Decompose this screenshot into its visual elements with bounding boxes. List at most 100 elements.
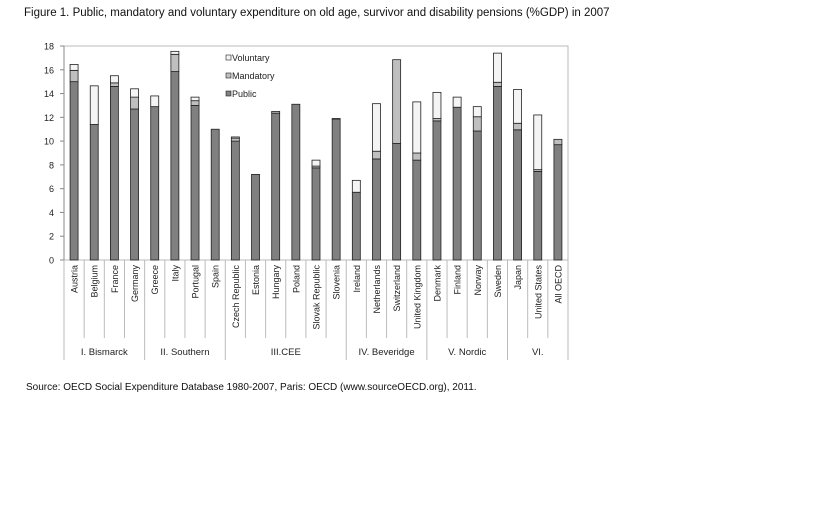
bar-public	[412, 159, 422, 261]
bar-mandatory	[392, 59, 402, 144]
bar-mandatory	[472, 116, 482, 132]
source-note: Source: OECD Social Expenditure Database…	[26, 382, 477, 393]
category-label: All OECD	[553, 265, 563, 304]
category-label: Spain	[211, 265, 221, 288]
category-label: Japan	[513, 265, 523, 290]
group-label: II. Southern	[160, 347, 209, 358]
bar-mandatory	[69, 69, 79, 83]
category-label: Finland	[453, 265, 463, 295]
bar-voluntary	[130, 88, 139, 98]
category-label: Germany	[130, 265, 140, 303]
bar-voluntary	[372, 103, 381, 152]
y-tick-label: 8	[49, 160, 54, 170]
category-label: France	[110, 265, 120, 293]
bar-voluntary	[472, 106, 482, 118]
group-label: V. Nordic	[448, 347, 486, 358]
y-tick-label: 18	[44, 42, 54, 52]
bar-public	[432, 120, 442, 261]
bar-voluntary	[432, 91, 442, 119]
bar-mandatory	[110, 82, 119, 87]
bar-public	[351, 191, 361, 261]
bar-public	[533, 171, 543, 261]
category-label: Netherlands	[372, 265, 382, 314]
bar-mandatory	[130, 96, 139, 110]
bar-mandatory	[553, 138, 563, 146]
bar-public	[69, 81, 79, 261]
bar-voluntary	[452, 96, 462, 108]
category-label: Estonia	[251, 265, 261, 295]
category-label: Greece	[150, 265, 160, 295]
bar-mandatory	[493, 81, 502, 87]
category-label: Belgium	[90, 265, 100, 298]
bar-public	[392, 143, 402, 261]
bar-voluntary	[533, 114, 543, 171]
y-tick-label: 16	[44, 65, 54, 75]
bar-voluntary	[513, 88, 522, 124]
bar-public	[513, 129, 522, 261]
bar-voluntary	[190, 96, 200, 102]
bar-public	[472, 130, 482, 261]
bar-public	[372, 158, 381, 261]
category-label: United States	[533, 265, 543, 320]
group-label: I. Bismarck	[81, 347, 128, 358]
category-label: Sweden	[493, 265, 503, 298]
bar-voluntary	[230, 136, 240, 139]
legend-swatch-mandatory	[225, 72, 232, 79]
category-label: Norway	[473, 265, 483, 296]
bar-public	[331, 118, 341, 261]
y-tick-label: 14	[44, 89, 54, 99]
y-tick-label: 0	[49, 256, 54, 266]
bar-public	[553, 144, 563, 261]
bar-voluntary	[89, 85, 99, 125]
bar-public	[230, 140, 240, 261]
legend-label: Public	[232, 89, 257, 99]
category-label: Italy	[170, 265, 180, 282]
bar-public	[291, 103, 301, 261]
bar-public	[89, 124, 99, 261]
y-tick-label: 12	[44, 113, 54, 123]
group-label: IV. Beveridge	[358, 347, 414, 358]
bar-voluntary	[69, 64, 79, 71]
bar-public	[251, 173, 260, 261]
category-label: Hungary	[271, 265, 281, 300]
category-label: Portugal	[191, 265, 201, 299]
bar-public	[190, 105, 200, 261]
legend-swatch-public	[225, 90, 232, 97]
category-label: United Kingdom	[412, 265, 422, 329]
bar-public	[170, 71, 180, 261]
category-label: Poland	[291, 265, 301, 293]
bar-voluntary	[493, 52, 502, 83]
bar-voluntary	[351, 179, 361, 193]
group-label: III.CEE	[271, 347, 301, 358]
bar-mandatory	[412, 152, 422, 161]
bar-mandatory	[513, 122, 522, 131]
category-label: Switzerland	[392, 265, 402, 312]
bar-voluntary	[412, 101, 422, 154]
y-tick-label: 6	[49, 184, 54, 194]
bar-mandatory	[190, 100, 200, 106]
bar-public	[311, 167, 321, 261]
category-label: Slovak Republic	[312, 265, 322, 330]
figure-title: Figure 1. Public, mandatory and voluntar…	[24, 7, 610, 19]
bar-voluntary	[311, 159, 321, 167]
bar-public	[110, 86, 119, 261]
category-label: Denmark	[432, 265, 442, 302]
bar-mandatory	[170, 53, 180, 72]
bar-voluntary	[170, 50, 180, 55]
category-label: Czech Republic	[231, 265, 241, 329]
bar-public	[493, 86, 502, 261]
bar-mandatory	[372, 150, 381, 160]
bar-mandatory	[271, 110, 281, 114]
bar-public	[130, 108, 139, 261]
category-label: Slovenia	[332, 265, 342, 300]
bar-mandatory	[331, 118, 341, 120]
bar-public	[271, 112, 281, 261]
y-tick-label: 10	[44, 137, 54, 147]
bar-voluntary	[150, 95, 160, 108]
bar-public	[210, 128, 220, 261]
legend-swatch-voluntary	[225, 54, 232, 61]
category-label: Austria	[70, 265, 80, 293]
y-tick-label: 2	[49, 232, 54, 242]
legend-label: Mandatory	[232, 71, 275, 81]
